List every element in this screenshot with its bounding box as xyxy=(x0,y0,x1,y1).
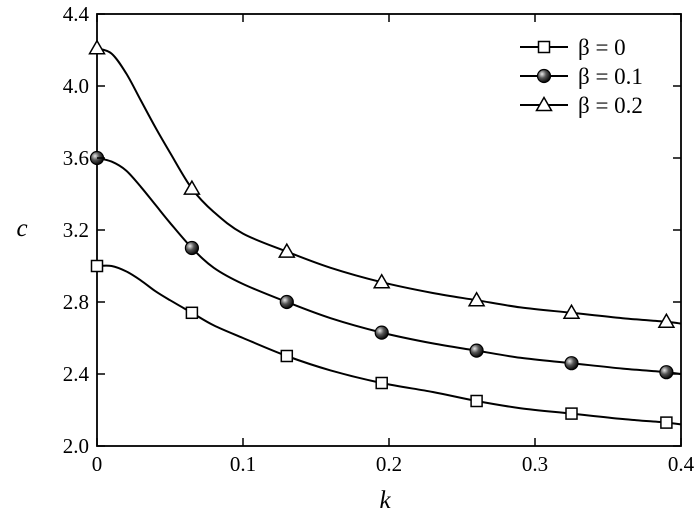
x-axis-label: k xyxy=(379,487,391,514)
data-point-2 xyxy=(88,39,106,55)
x-tick-label: 0.4 xyxy=(668,452,695,476)
series-markers xyxy=(88,39,676,429)
data-point-1 xyxy=(184,240,199,256)
axis-ticks xyxy=(96,13,682,447)
y-tick-label: 2.8 xyxy=(63,290,89,314)
data-point-0 xyxy=(470,394,483,408)
series-line-1 xyxy=(96,157,682,375)
x-tick-label: 0.2 xyxy=(376,452,402,476)
data-point-0 xyxy=(280,349,294,363)
legend: β = 0 β = 0.1 β = 0.2 xyxy=(520,35,643,118)
series-line-2 xyxy=(96,47,682,325)
data-point-1 xyxy=(279,294,294,310)
y-tick-label: 4.4 xyxy=(63,2,90,26)
data-point-0 xyxy=(660,416,673,429)
data-point-0 xyxy=(90,259,104,273)
y-axis-label: c xyxy=(16,215,27,242)
x-tick-label: 0.3 xyxy=(522,452,548,476)
data-point-2 xyxy=(657,312,676,329)
data-point-2 xyxy=(278,242,296,258)
data-point-1 xyxy=(469,343,484,358)
axis-tick-labels: 0 0.1 0.2 0.3 0.4 2.0 2.4 2.8 3.2 3.6 4.0 4.4 xyxy=(63,2,695,476)
legend-marker-0 xyxy=(537,40,551,54)
series-line-0 xyxy=(96,264,682,426)
legend-label-1: β = 0.1 xyxy=(578,64,643,89)
legend-marker-1 xyxy=(536,68,552,84)
legend-label-2: β = 0.2 xyxy=(578,93,643,118)
data-point-2 xyxy=(467,291,486,307)
data-point-1 xyxy=(564,356,579,371)
legend-marker-2 xyxy=(535,95,553,112)
data-point-2 xyxy=(372,273,391,289)
data-point-1 xyxy=(659,365,674,380)
data-point-0 xyxy=(375,376,388,390)
y-tick-label: 4.0 xyxy=(63,74,89,98)
data-point-2 xyxy=(183,179,201,195)
x-tick-label: 0 xyxy=(92,452,103,476)
data-point-0 xyxy=(185,306,199,320)
x-tick-label: 0.1 xyxy=(230,452,256,476)
y-tick-label: 2.0 xyxy=(63,434,89,458)
y-tick-label: 3.6 xyxy=(63,146,89,170)
y-tick-label: 2.4 xyxy=(63,362,90,386)
y-tick-label: 3.2 xyxy=(63,218,89,242)
legend-label-0: β = 0 xyxy=(578,35,626,60)
data-point-2 xyxy=(562,303,581,320)
data-point-1 xyxy=(374,325,389,340)
data-point-0 xyxy=(565,407,578,420)
